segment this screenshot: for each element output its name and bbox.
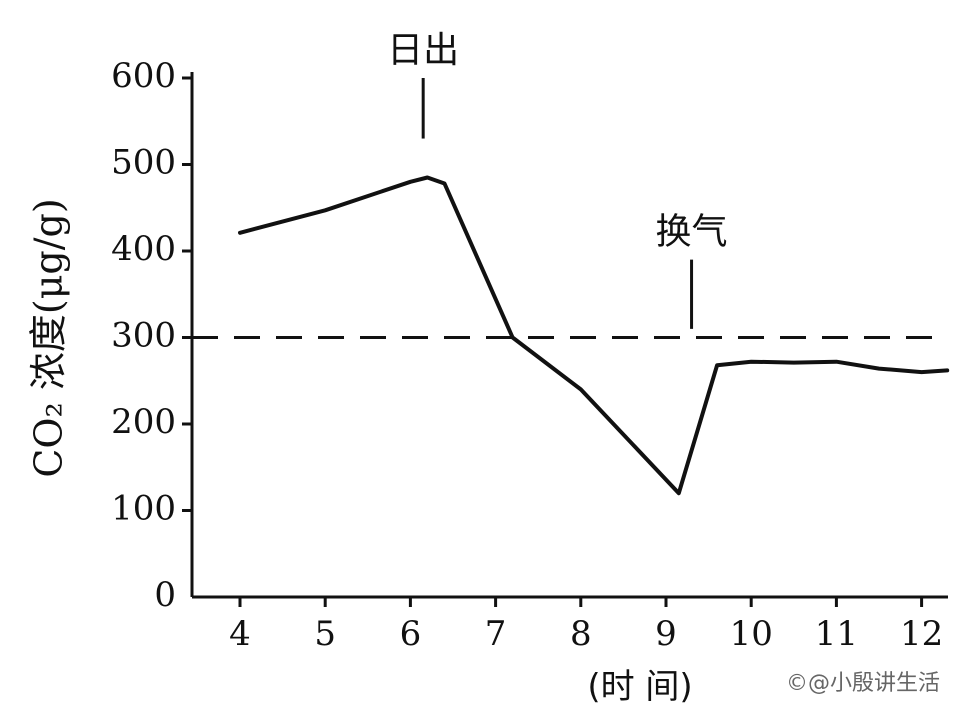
x-tick-label: 12 [900,614,943,654]
y-tick-label: 300 [111,316,176,356]
x-axis-label: (时 间) [587,667,692,707]
y-tick-label: 500 [111,143,176,183]
axes-layer [182,72,948,607]
y-tick-label: 200 [111,402,176,442]
y-axis-label: CO₂ 浓度(μg/g) [27,198,71,477]
x-tick-label: 11 [815,614,858,654]
watermark-text: ©@小殷讲生活 [786,671,940,696]
x-tick-label: 5 [314,614,336,654]
y-tick-label: 0 [154,575,176,615]
annotation-label: 日出 [387,30,459,71]
y-tick-label: 400 [111,229,176,269]
x-tick-label: 8 [570,614,592,654]
x-tick-label: 4 [229,614,251,654]
series-layer [240,177,947,493]
x-tick-label: 10 [730,614,773,654]
annotation-label: 换气 [656,212,728,253]
y-tick-label: 100 [111,489,176,529]
tick-label-layer: 0 100 200 300 400 500 600 4 5 6 7 8 9 10 11 12 [111,56,943,654]
co2-concentration-line [240,178,947,494]
y-tick-label: 600 [111,56,176,96]
x-tick-label: 7 [485,614,507,654]
x-tick-label: 9 [655,614,677,654]
x-tick-label: 6 [400,614,422,654]
